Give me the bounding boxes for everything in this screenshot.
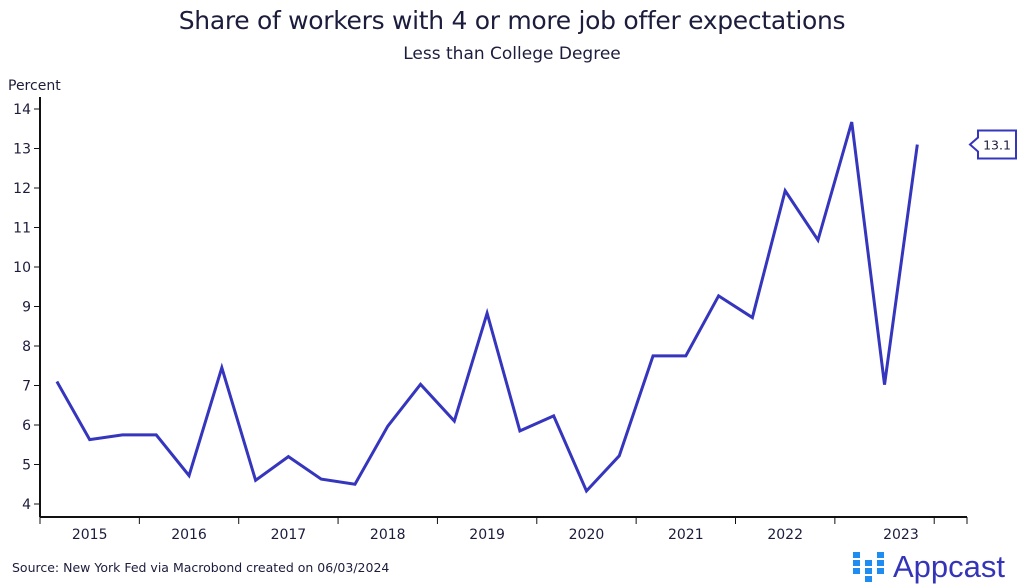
logo-text: Appcast xyxy=(893,549,1006,584)
end-value-callout xyxy=(968,129,1017,160)
y-tick-label: 13 xyxy=(13,142,31,158)
logo-dot xyxy=(877,560,884,566)
logo-dot xyxy=(853,568,860,574)
series-line xyxy=(55,121,919,494)
x-tick-label: 2023 xyxy=(883,527,919,543)
y-tick-label: 11 xyxy=(13,221,31,237)
logo-dots-icon xyxy=(853,552,884,582)
x-tick-label: 2017 xyxy=(271,527,307,543)
x-tick-label: 2021 xyxy=(668,527,704,543)
x-tick-label: 2022 xyxy=(767,527,803,543)
logo-dot xyxy=(865,560,872,566)
y-tick-label: 9 xyxy=(22,300,31,316)
logo-dot xyxy=(853,560,860,566)
x-tick-label: 2020 xyxy=(569,527,605,543)
y-tick-label: 4 xyxy=(22,497,31,513)
logo-dot xyxy=(877,568,884,574)
source-note: Source: New York Fed via Macrobond creat… xyxy=(12,560,390,575)
appcast-logo: Appcast xyxy=(853,550,1005,584)
x-tick-label: 2016 xyxy=(171,527,207,543)
y-tick-label: 6 xyxy=(22,418,31,434)
y-tick-label: 10 xyxy=(13,260,31,276)
logo-dot xyxy=(865,576,872,582)
y-tick-label: 8 xyxy=(22,339,31,355)
chart-title: Share of workers with 4 or more job offe… xyxy=(178,6,846,35)
x-tick-label: 2019 xyxy=(469,527,505,543)
logo-dot xyxy=(877,552,884,558)
end-value-label: 13.1 xyxy=(983,138,1011,153)
logo-dot xyxy=(853,552,860,558)
y-axis-label: Percent xyxy=(8,78,61,94)
logo-dot xyxy=(865,568,872,574)
y-tick-label: 12 xyxy=(13,181,31,197)
y-tick-label: 5 xyxy=(22,458,31,474)
chart-subtitle: Less than College Degree xyxy=(403,44,621,64)
x-tick-label: 2015 xyxy=(72,527,108,543)
x-tick-label: 2018 xyxy=(370,527,406,543)
y-tick-label: 14 xyxy=(13,102,31,118)
y-tick-label: 7 xyxy=(22,379,31,395)
